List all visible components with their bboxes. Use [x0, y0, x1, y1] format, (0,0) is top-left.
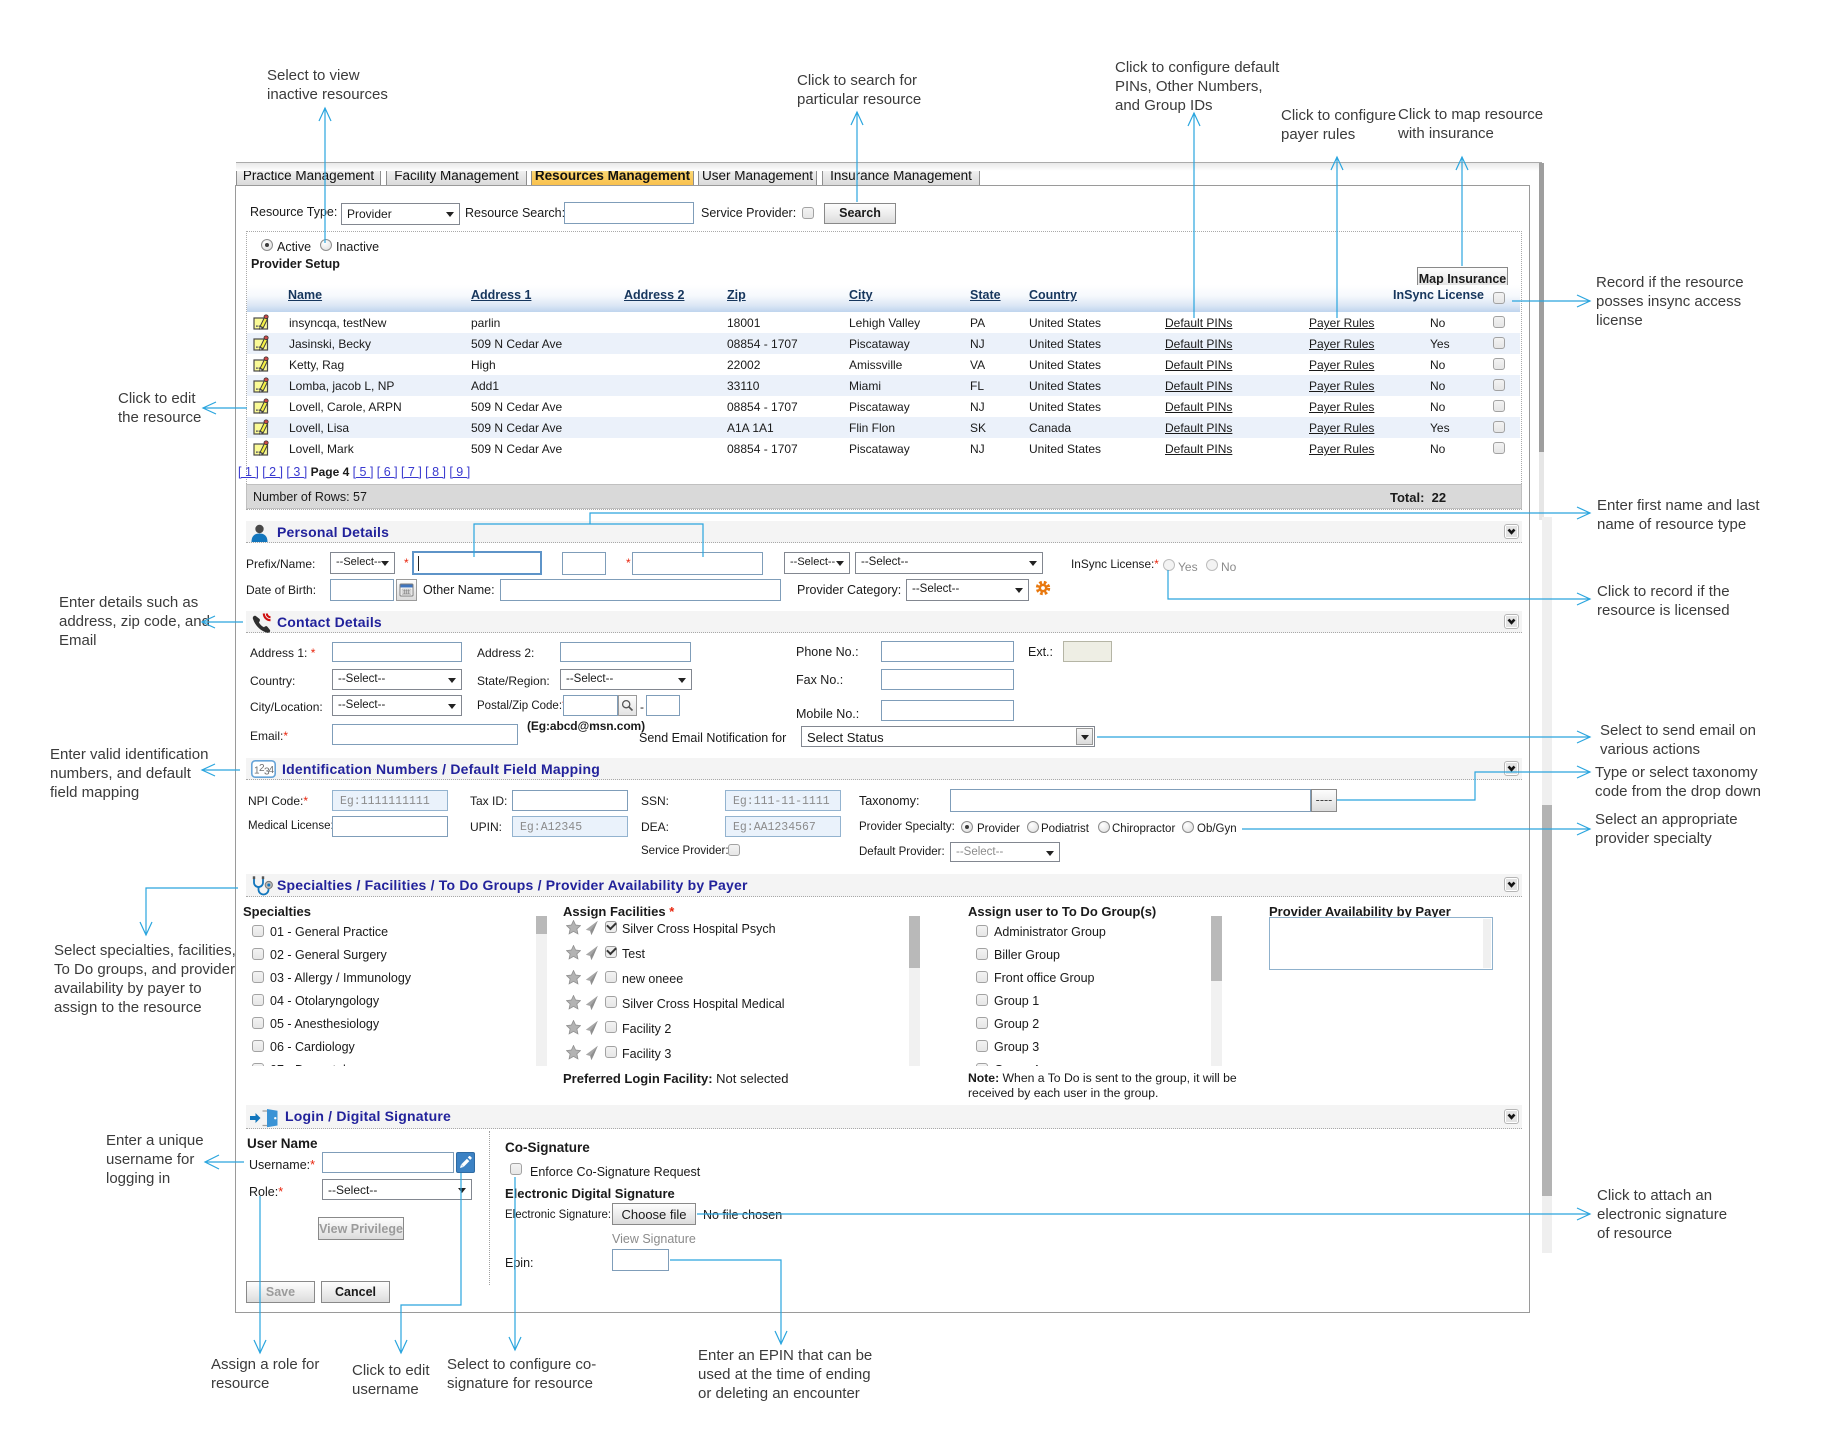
svg-text:3: 3 — [264, 767, 270, 778]
svg-text:4: 4 — [269, 765, 275, 776]
svg-text:1: 1 — [254, 766, 260, 777]
svg-text:2: 2 — [259, 763, 265, 774]
